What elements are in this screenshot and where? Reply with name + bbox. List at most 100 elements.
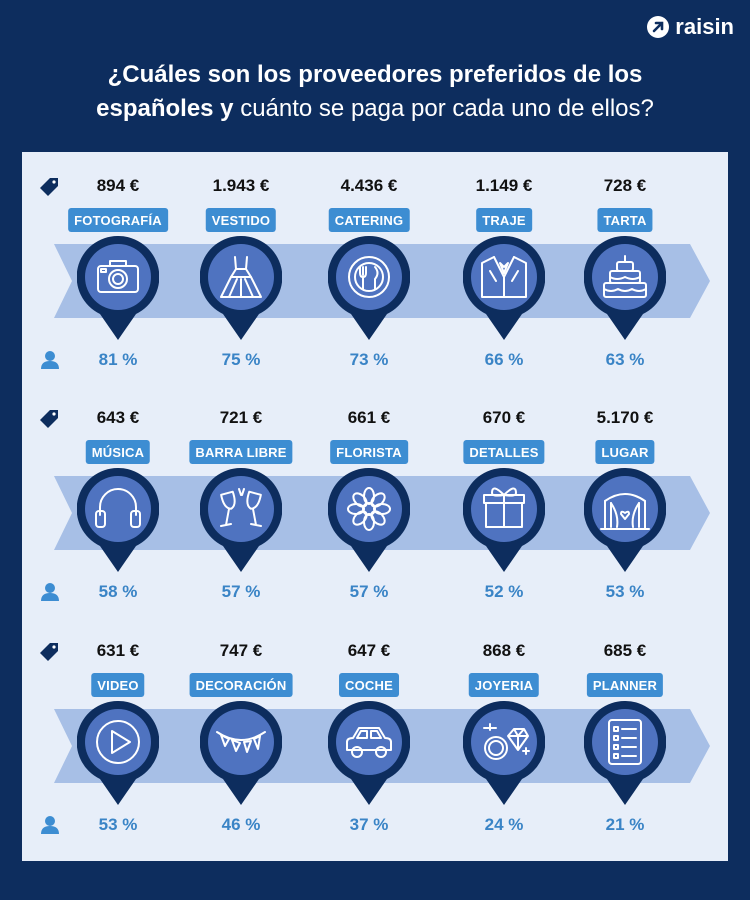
supplier-item: 5.170 € LUGAR 53 % — [560, 384, 690, 616]
icon-pin — [463, 236, 545, 340]
supplier-percent: 24 % — [484, 815, 524, 834]
venue-arch-icon — [600, 493, 650, 530]
supplier-label: JOYERIA — [468, 673, 540, 697]
supplier-price: 685 € — [603, 641, 647, 660]
icon-pin — [463, 701, 545, 805]
brand-name: raisin — [675, 14, 734, 39]
icon-pin — [200, 468, 282, 572]
supplier-item: 661 € FLORISTA 57 % — [304, 384, 434, 616]
supplier-price: 894 € — [96, 176, 140, 195]
supplier-percent: 53 % — [98, 815, 138, 834]
camera-icon — [97, 260, 139, 293]
supplier-item: 643 € MÚSICA 58 % — [53, 384, 183, 616]
supplier-percent: 21 % — [605, 815, 645, 834]
icon-pin — [77, 701, 159, 805]
supplier-item: 1.943 € VESTIDO 75 % — [176, 152, 306, 384]
supplier-percent: 57 % — [221, 582, 261, 601]
icon-pin — [200, 701, 282, 805]
icon-pin — [584, 701, 666, 805]
suit-icon — [481, 256, 527, 298]
supplier-item: 728 € TARTA 63 % — [560, 152, 690, 384]
supplier-price: 643 € — [96, 408, 140, 427]
supplier-label: MÚSICA — [85, 440, 151, 464]
supplier-percent: 46 % — [221, 815, 261, 834]
infographic-panel: 894 € FOTOGRAFÍA 81 % 1.943 € VESTIDO 75 % 4.4… — [22, 152, 728, 861]
supplier-price: 1.149 € — [475, 176, 533, 195]
icon-pin — [584, 468, 666, 572]
supplier-price: 747 € — [219, 641, 263, 660]
brand-logo[interactable]: raisin — [647, 14, 734, 40]
headphones-icon — [95, 488, 141, 528]
supplier-label: BARRA LIBRE — [189, 440, 293, 464]
supplier-price: 1.943 € — [212, 176, 270, 195]
supplier-item: 647 € COCHE 37 % — [304, 617, 434, 849]
supplier-percent: 66 % — [484, 350, 524, 369]
supplier-percent: 73 % — [349, 350, 389, 369]
supplier-label: VESTIDO — [205, 208, 277, 232]
supplier-row: 894 € FOTOGRAFÍA 81 % 1.943 € VESTIDO 75 % 4.4… — [22, 152, 728, 384]
price-tag-icon — [40, 178, 58, 196]
title-line2-bold: españoles y — [96, 95, 234, 122]
supplier-price: 4.436 € — [340, 176, 398, 195]
supplier-label: TARTA — [597, 208, 653, 232]
supplier-item: 894 € FOTOGRAFÍA 81 % — [53, 152, 183, 384]
supplier-label: FLORISTA — [330, 440, 408, 464]
checklist-icon — [608, 719, 642, 765]
user-icon — [41, 351, 59, 369]
supplier-price: 647 € — [347, 641, 391, 660]
supplier-label: CATERING — [328, 208, 410, 232]
icon-pin — [584, 236, 666, 340]
supplier-item: 747 € DECORACIÓN 46 % — [176, 617, 306, 849]
flower-icon — [347, 487, 391, 531]
gift-icon — [483, 487, 525, 528]
supplier-price: 728 € — [603, 176, 647, 195]
supplier-item: 868 € JOYERIA 24 % — [439, 617, 569, 849]
supplier-price: 868 € — [482, 641, 526, 660]
supplier-percent: 57 % — [349, 582, 389, 601]
raisin-logo-icon — [647, 16, 670, 38]
supplier-label: PLANNER — [586, 673, 664, 697]
supplier-label: DECORACIÓN — [189, 673, 293, 697]
icon-pin — [328, 468, 410, 572]
title-line1: ¿Cuáles son los proveedores preferidos d… — [107, 61, 643, 88]
supplier-label: VIDEO — [91, 673, 145, 697]
bunting-icon — [216, 731, 266, 753]
icon-pin — [200, 236, 282, 340]
supplier-percent: 75 % — [221, 350, 261, 369]
plate-cutlery-icon — [348, 256, 390, 298]
supplier-item: 670 € DETALLES 52 % — [439, 384, 569, 616]
supplier-label: DETALLES — [463, 440, 545, 464]
supplier-label: TRAJE — [476, 208, 532, 232]
supplier-label: FOTOGRAFÍA — [68, 208, 168, 232]
supplier-percent: 81 % — [98, 350, 138, 369]
supplier-item: 685 € PLANNER 21 % — [560, 617, 690, 849]
wine-glasses-icon — [220, 488, 262, 527]
supplier-item: 721 € BARRA LIBRE 57 % — [176, 384, 306, 616]
play-icon — [96, 720, 140, 764]
supplier-item: 1.149 € TRAJE 66 % — [439, 152, 569, 384]
icon-pin — [77, 236, 159, 340]
supplier-price: 661 € — [347, 408, 391, 427]
title-line2-regular: cuánto se paga por cada uno de ellos? — [240, 95, 654, 122]
supplier-percent: 37 % — [349, 815, 389, 834]
supplier-label: COCHE — [339, 673, 399, 697]
rings-icon — [483, 723, 530, 760]
supplier-price: 721 € — [219, 408, 263, 427]
dress-icon — [220, 256, 262, 298]
page-title: ¿Cuáles son los proveedores preferidos d… — [0, 58, 750, 126]
supplier-label: LUGAR — [595, 440, 655, 464]
user-icon — [41, 583, 59, 601]
supplier-row: 631 € VIDEO 53 % 747 € DECORACIÓN 46 % 647 € CO… — [22, 617, 728, 849]
cake-icon — [603, 255, 647, 298]
icon-pin — [328, 236, 410, 340]
supplier-percent: 63 % — [605, 350, 645, 369]
supplier-item: 631 € VIDEO 53 % — [53, 617, 183, 849]
supplier-price: 631 € — [96, 641, 140, 660]
supplier-price: 670 € — [482, 408, 526, 427]
supplier-item: 4.436 € CATERING 73 % — [304, 152, 434, 384]
user-icon — [41, 816, 59, 834]
supplier-row: 643 € MÚSICA 58 % 721 € BARRA LIBRE 57 % 661 €… — [22, 384, 728, 616]
price-tag-icon — [40, 410, 58, 428]
icon-pin — [463, 468, 545, 572]
supplier-price: 5.170 € — [596, 408, 654, 427]
